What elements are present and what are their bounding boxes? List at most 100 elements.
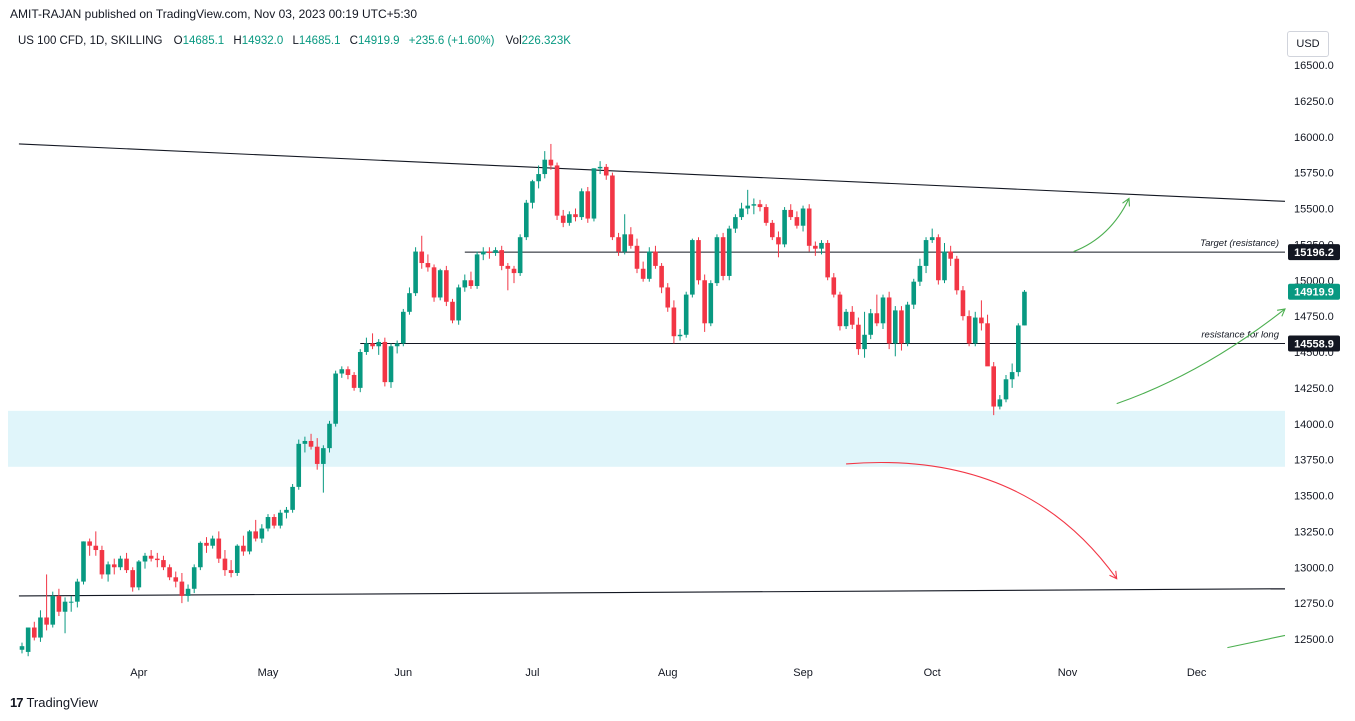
candle-body xyxy=(93,545,99,551)
green-arrow-path[interactable] xyxy=(1073,198,1130,253)
trend-line[interactable] xyxy=(18,143,1286,202)
candle xyxy=(425,254,431,272)
candle-body xyxy=(536,174,541,182)
candle-body xyxy=(308,440,314,447)
arrow-head xyxy=(1122,197,1130,207)
candle xyxy=(628,227,634,249)
candle xyxy=(763,204,769,226)
candle-body xyxy=(345,369,351,375)
candle xyxy=(819,240,824,255)
candle xyxy=(868,308,873,340)
candle xyxy=(44,574,49,631)
candle xyxy=(640,261,646,282)
candle xyxy=(437,268,443,301)
price-label[interactable]: 14558.9 xyxy=(1288,335,1340,352)
candle xyxy=(936,234,941,285)
symbol-name[interactable]: US 100 CFD, 1D, SKILLING xyxy=(18,35,163,47)
candle xyxy=(253,519,258,542)
candle-body xyxy=(364,343,369,352)
candle xyxy=(880,294,886,330)
candle-body xyxy=(99,550,105,575)
candle-body xyxy=(388,346,394,383)
candle-body xyxy=(394,343,400,347)
candle xyxy=(905,301,910,347)
candle xyxy=(136,560,142,591)
candle xyxy=(296,439,302,490)
candle-body xyxy=(25,627,31,652)
candle-body xyxy=(204,542,209,546)
price-label[interactable]: 15196.2 xyxy=(1288,244,1340,261)
y-tick-label: 16500.0 xyxy=(1294,60,1334,72)
candle xyxy=(923,237,929,274)
candle-body xyxy=(32,627,37,638)
candle xyxy=(542,151,548,179)
candle xyxy=(444,265,449,307)
candle xyxy=(462,274,468,292)
candle xyxy=(302,436,308,453)
candle xyxy=(659,263,664,294)
time-axis[interactable]: Apr May Jun Jul Aug Sep Oct Nov Dec xyxy=(130,667,1207,679)
candle xyxy=(647,247,652,282)
brand-name: TradingView xyxy=(26,695,99,710)
currency-button[interactable]: USD xyxy=(1287,31,1329,57)
trend-lines[interactable] xyxy=(18,143,1286,597)
candle xyxy=(50,591,56,628)
x-tick-label: Aug xyxy=(658,667,678,679)
candle xyxy=(327,420,332,453)
candle-body xyxy=(493,250,498,253)
price-axis[interactable]: 16500.016250.016000.015750.015500.015250… xyxy=(1288,60,1340,646)
candle xyxy=(954,255,960,295)
candle xyxy=(419,235,425,269)
green-arrow-path[interactable] xyxy=(1116,308,1286,405)
candle-body xyxy=(118,558,123,568)
candle xyxy=(849,306,855,330)
candle-body xyxy=(960,290,966,317)
horizontal-levels[interactable]: Target (resistance) resistance for long xyxy=(360,238,1285,345)
candle xyxy=(487,247,492,259)
y-tick-label: 12750.0 xyxy=(1294,598,1334,610)
candle-body xyxy=(813,245,818,249)
arrows[interactable] xyxy=(846,197,1286,649)
price-label-text: 14919.9 xyxy=(1294,287,1334,299)
candle xyxy=(536,165,541,189)
candle-body xyxy=(419,251,425,264)
candle-body xyxy=(401,311,406,344)
candle-body xyxy=(628,234,634,246)
volume-label: Vol xyxy=(505,35,522,47)
candle-body xyxy=(111,564,117,568)
candle-body xyxy=(259,528,265,539)
candle xyxy=(511,265,517,284)
candle-body xyxy=(19,646,25,650)
candle-body xyxy=(81,541,86,582)
candle-body xyxy=(437,270,443,298)
price-label[interactable]: 14919.9 xyxy=(1288,283,1340,300)
price-label-text: 14558.9 xyxy=(1294,339,1334,351)
y-tick-label: 16250.0 xyxy=(1294,96,1334,108)
candle xyxy=(770,219,775,241)
candle xyxy=(388,343,394,388)
candle xyxy=(665,283,671,312)
trend-line[interactable] xyxy=(18,588,1286,597)
candle-body xyxy=(948,251,953,259)
y-tick-label: 14750.0 xyxy=(1294,311,1334,323)
candle-body xyxy=(831,277,837,295)
candle-body xyxy=(284,509,289,513)
candle xyxy=(714,234,720,286)
candle xyxy=(99,545,105,579)
candle-body xyxy=(868,313,873,335)
candle-body xyxy=(241,545,246,552)
candle-body xyxy=(511,268,517,274)
candle xyxy=(468,271,474,289)
candle xyxy=(124,552,129,573)
candle xyxy=(874,294,880,327)
green-arrow-path[interactable] xyxy=(1227,634,1286,649)
candle-body xyxy=(357,352,363,388)
candle-body xyxy=(155,558,160,561)
candle xyxy=(591,168,597,222)
candle-body xyxy=(148,555,154,559)
candle-body xyxy=(462,280,468,288)
red-arrow-path[interactable] xyxy=(846,461,1118,580)
tradingview-brand[interactable]: 17 TradingView xyxy=(10,695,98,710)
candle xyxy=(517,234,523,276)
